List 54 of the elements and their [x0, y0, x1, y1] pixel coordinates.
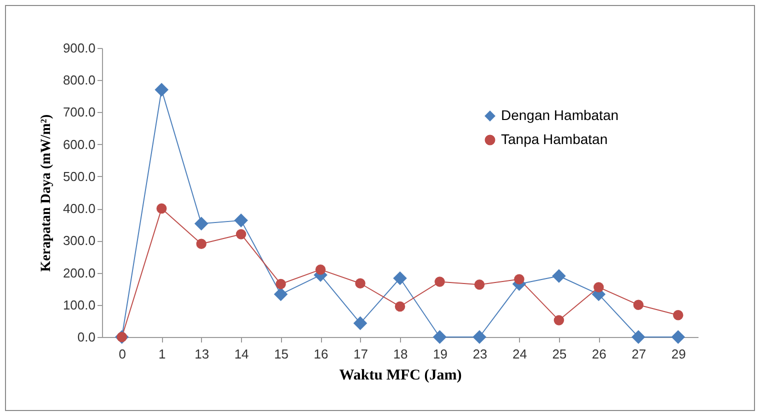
point: [472, 330, 486, 344]
legend-label: Tanpa Hambatan: [501, 131, 608, 147]
point: [196, 238, 206, 249]
y-tick-label: 900.0: [62, 40, 96, 56]
y-tick-label: 600.0: [62, 136, 96, 152]
x-tick-label: 26: [592, 346, 606, 362]
point: [394, 301, 406, 312]
point: [393, 271, 407, 286]
point: [154, 82, 168, 97]
x-tick-label: 14: [234, 346, 249, 362]
point: [632, 330, 646, 344]
point: [353, 316, 368, 330]
x-tick-label: 1: [158, 346, 166, 362]
point: [355, 278, 366, 288]
y-tick-label: 100.0: [62, 297, 96, 312]
point: [474, 280, 485, 290]
point: [671, 330, 686, 344]
y-tick-label: 700.0: [62, 104, 96, 120]
x-tick-label: 15: [274, 346, 289, 362]
x-tick-label: 18: [393, 346, 408, 362]
x-tick-label: 24: [512, 346, 527, 362]
x-tick-label: 23: [472, 346, 488, 362]
point: [633, 300, 644, 310]
point: [434, 276, 445, 287]
x-tick-label: 17: [354, 346, 368, 362]
point: [274, 287, 288, 302]
x-tick-label: 19: [433, 346, 448, 362]
x-tick-label: 0: [118, 346, 126, 362]
x-tick-label: 25: [552, 346, 567, 362]
point: [552, 269, 566, 283]
y-axis-title: Kerapatan Daya (mW/m²): [38, 114, 54, 272]
point: [315, 264, 326, 275]
point: [514, 274, 524, 284]
point: [594, 282, 604, 292]
x-tick-label: 13: [194, 346, 210, 362]
point: [156, 203, 167, 214]
y-tick-label: 500.0: [62, 168, 96, 184]
point: [234, 214, 248, 228]
y-tick-label: 800.0: [62, 72, 96, 88]
point: [236, 229, 246, 240]
legend-label: Dengan Hambatan: [501, 107, 619, 123]
y-tick-label: 0.0: [77, 330, 96, 344]
y-tick-label: 400.0: [62, 201, 96, 216]
y-tick-label: 200.0: [62, 265, 96, 280]
x-axis-title: Waktu MFC (Jam): [339, 368, 462, 384]
x-tick-label: 16: [314, 346, 328, 362]
point: [554, 315, 564, 326]
point: [276, 278, 286, 290]
point: [432, 330, 447, 344]
x-tick-label: 27: [632, 346, 646, 362]
point: [194, 216, 208, 231]
x-tick-label: 29: [671, 346, 686, 362]
point: [673, 310, 684, 320]
y-tick-label: 300.0: [62, 233, 96, 248]
